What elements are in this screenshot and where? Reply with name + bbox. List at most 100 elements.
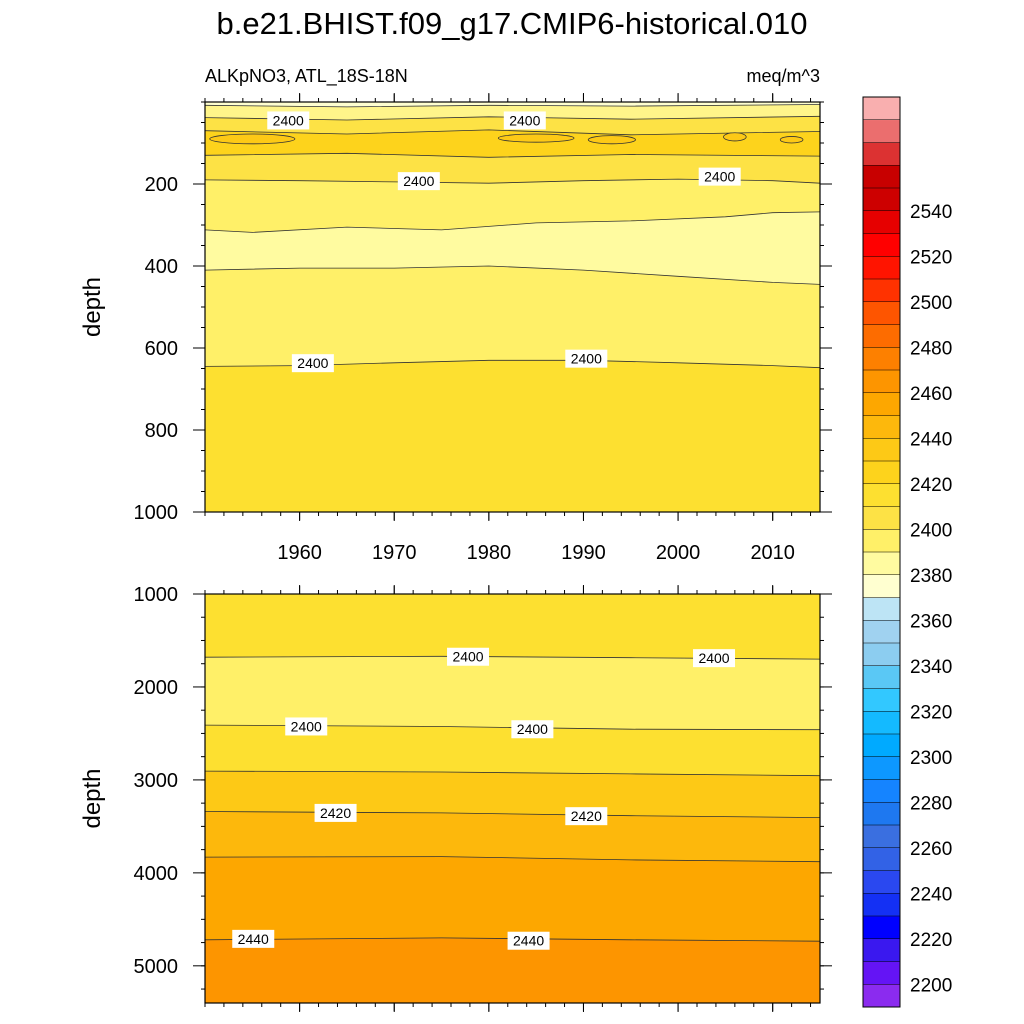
contour-label-text: 2400 [517, 721, 548, 737]
plot-area [205, 102, 820, 512]
colorbar-swatch [863, 392, 900, 416]
contour-label-text: 2400 [698, 650, 729, 666]
colorbar-swatch [863, 984, 900, 1008]
y-tick-label: 1000 [134, 502, 179, 524]
colorbar-swatch [863, 847, 900, 871]
colorbar-label: 2380 [910, 566, 952, 587]
colorbar-label: 2320 [910, 702, 952, 723]
contour-label-box [507, 931, 550, 950]
colorbar-label: 2500 [910, 293, 952, 314]
colorbar-swatch [863, 802, 900, 826]
colorbar-swatch [863, 165, 900, 189]
contour-band [205, 211, 820, 285]
colorbar-swatch [863, 779, 900, 803]
colorbar-swatch [863, 188, 900, 212]
colorbar-swatch [863, 415, 900, 439]
contour-blob [497, 133, 575, 143]
colorbar: 2200 2220 2240 2260 2280 2300 2320 2340 2360 2380… [862, 96, 952, 1008]
contour-label: 2400 [447, 647, 490, 666]
contour-label: 2440 [507, 931, 550, 950]
contour-label-box [503, 111, 546, 130]
colorbar-swatch [863, 210, 900, 234]
colorbar-swatch [863, 461, 900, 485]
colorbar-swatch [863, 961, 900, 985]
y-axis-label: depth [79, 768, 106, 828]
contour-line [205, 178, 820, 184]
contour-band [205, 129, 820, 158]
contour-label: 2400 [285, 717, 328, 736]
colorbar-label: 2240 [910, 884, 952, 905]
contour-label-box [447, 647, 490, 666]
contour-band [205, 153, 820, 184]
colorbar-swatch [863, 643, 900, 667]
contour-band [205, 360, 820, 512]
contour-blob [587, 135, 636, 145]
contour-label-box [565, 349, 608, 368]
colorbar-swatch [863, 483, 900, 507]
colorbar-swatch [863, 938, 900, 962]
colorbar-swatch [863, 688, 900, 712]
contour-label-text: 2400 [273, 112, 304, 128]
y-tick-label: 600 [145, 338, 178, 360]
contour-label: 2400 [267, 111, 310, 130]
colorbar-swatch [863, 574, 900, 598]
contour-line [205, 265, 820, 285]
panels: 1960 1970 1980 1990 2000 2010 200 400 600 800 1000… [79, 93, 832, 1012]
contour-label-text: 2440 [513, 933, 544, 949]
contour-label: 2400 [397, 172, 440, 191]
contour-blob [779, 136, 804, 144]
contour-label-box [285, 717, 328, 736]
y-tick-label: 3000 [134, 770, 179, 792]
colorbar-swatch [863, 370, 900, 394]
contour-blob [723, 132, 747, 142]
contour-band [205, 725, 820, 776]
contour-band [205, 656, 820, 730]
colorbar-swatch [863, 279, 900, 303]
contour-label-box [565, 807, 608, 826]
colorbar-swatch [863, 301, 900, 325]
contour-label-text: 2400 [297, 355, 328, 371]
contour-line [205, 856, 820, 863]
colorbar-swatch [863, 893, 900, 917]
contour-label: 2440 [232, 929, 275, 948]
contour-label-text: 2400 [704, 169, 735, 185]
colorbar-label: 2340 [910, 657, 952, 678]
colorbar-swatch [863, 756, 900, 780]
contour-label-text: 2400 [403, 173, 434, 189]
y-tick-label: 200 [145, 174, 178, 196]
figure-title: b.e21.BHIST.f09_g17.CMIP6-historical.010 [216, 6, 807, 41]
x-tick-label: 1990 [561, 542, 606, 564]
x-tick-label: 1970 [372, 542, 417, 564]
y-tick-label: 4000 [134, 863, 179, 885]
contour-label-box [698, 167, 741, 186]
colorbar-swatch [863, 142, 900, 166]
contour-label-box [314, 803, 357, 822]
colorbar-label: 2260 [910, 839, 952, 860]
colorbar-label: 2400 [910, 520, 952, 541]
colorbar-frame [862, 96, 901, 1008]
contour-label: 2400 [503, 111, 546, 130]
colorbar-label: 2200 [910, 975, 952, 996]
contour-band [205, 856, 820, 942]
colorbar-swatch [863, 347, 900, 371]
contour-line [205, 129, 820, 136]
contour-label: 2420 [314, 803, 357, 822]
contour-label-text: 2420 [571, 808, 602, 824]
y-tick-label: 2000 [134, 677, 179, 699]
contour-label-box [693, 649, 736, 668]
y-tick-label: 5000 [134, 956, 179, 978]
variable-region-label: ALKpNO3, ATL_18S-18N [205, 66, 408, 87]
colorbar-swatch [863, 597, 900, 621]
x-tick-label: 2000 [656, 542, 701, 564]
contour-label-text: 2400 [452, 649, 483, 665]
plot-frame [204, 593, 821, 1004]
colorbar-swatch [863, 870, 900, 894]
contour-label: 2400 [693, 649, 736, 668]
colorbar-swatch [863, 233, 900, 257]
colorbar-swatch [863, 256, 900, 280]
contour-label-text: 2420 [320, 805, 351, 821]
contour-label-box [232, 929, 275, 948]
contour-label-box [397, 172, 440, 191]
contour-label: 2400 [291, 354, 334, 373]
